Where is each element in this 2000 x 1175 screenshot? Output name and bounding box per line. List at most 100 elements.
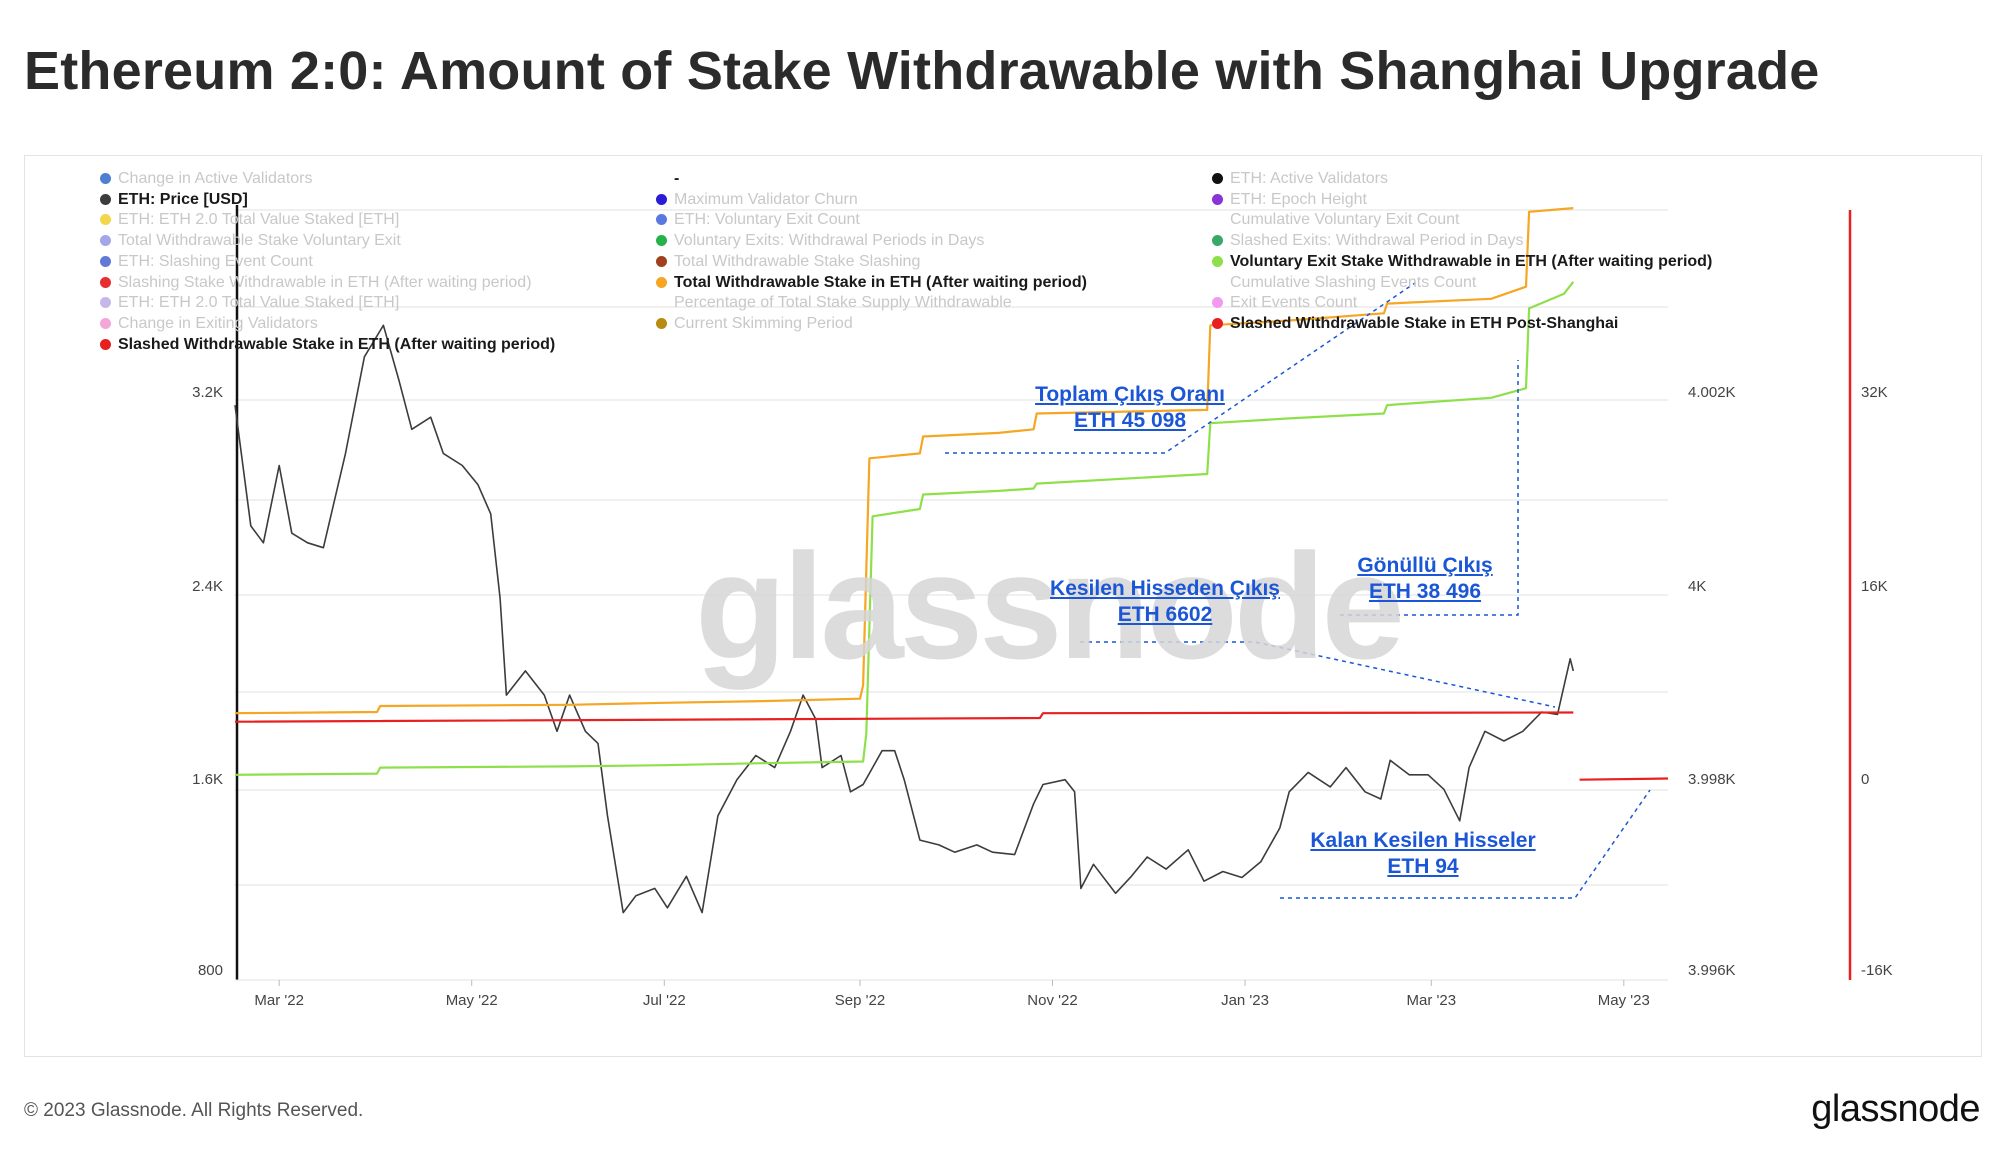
legend-label: Change in Exiting Validators: [118, 314, 318, 332]
legend-color-dot: [1212, 235, 1223, 247]
legend-item[interactable]: ETH: Active Validators: [1212, 170, 1388, 188]
x-tick-label: May '22: [445, 992, 498, 1009]
x-tick-label: Sep '22: [834, 992, 886, 1009]
page-title: Ethereum 2:0: Amount of Stake Withdrawab…: [24, 41, 1820, 101]
x-tick-label: May '23: [1597, 992, 1650, 1009]
legend-color-dot: [1212, 255, 1223, 267]
legend-item[interactable]: Total Withdrawable Stake in ETH (After w…: [656, 274, 1087, 292]
legend-label: ETH: Voluntary Exit Count: [674, 211, 860, 229]
y-tick-label-stake: 3.998K: [1688, 771, 1736, 788]
legend-label: ETH: Price [USD]: [118, 190, 248, 208]
legend-label: Maximum Validator Churn: [674, 190, 858, 208]
annotation-line2: ETH 45 098: [1073, 409, 1187, 432]
legend-item[interactable]: Exit Events Count: [1212, 294, 1357, 312]
legend-color-dot: [656, 214, 667, 226]
legend-item[interactable]: Voluntary Exits: Withdrawal Periods in D…: [656, 232, 984, 250]
annotation-line2: ETH 6602: [1117, 603, 1213, 626]
legend-label: Percentage of Total Stake Supply Withdra…: [674, 294, 1012, 312]
x-tick-label: Mar '23: [1406, 992, 1457, 1009]
legend-color-dot: [656, 276, 667, 288]
legend-item[interactable]: Change in Exiting Validators: [100, 315, 318, 333]
legend-item[interactable]: Cumulative Slashing Events Count: [1212, 274, 1476, 292]
legend-label: -: [674, 170, 680, 187]
legend-label: ETH: Epoch Height: [1230, 190, 1367, 208]
chart-frame: [24, 155, 1982, 1057]
y-tick-label-price: 800: [197, 962, 223, 979]
legend-label: ETH: ETH 2.0 Total Value Staked [ETH]: [118, 211, 400, 229]
legend-color-dot: [100, 235, 111, 247]
legend-label: Voluntary Exit Stake Withdrawable in ETH…: [1230, 252, 1713, 270]
legend-label: Cumulative Slashing Events Count: [1230, 273, 1477, 291]
legend-label: Slashing Stake Withdrawable in ETH (Afte…: [118, 273, 532, 291]
y-tick-label-count: 16K: [1861, 578, 1888, 595]
legend-item[interactable]: Slashed Exits: Withdrawal Period in Days: [1212, 232, 1523, 250]
legend-item[interactable]: Cumulative Voluntary Exit Count: [1212, 211, 1459, 229]
legend-label: Change in Active Validators: [118, 170, 313, 187]
watermark: glassnode: [695, 522, 1405, 690]
legend-item[interactable]: Slashed Withdrawable Stake in ETH Post-S…: [1212, 315, 1618, 333]
legend-color-dot: [656, 235, 667, 247]
legend-label: ETH: Slashing Event Count: [118, 252, 313, 270]
annotation-label: Toplam Çıkış Oranı ETH 45 098: [970, 382, 1290, 434]
series-line-3: [234, 711, 1574, 723]
legend-color-dot: [1212, 193, 1223, 205]
series-line-0: [234, 324, 1575, 914]
annotation-line1: Toplam Çıkış Oranı: [1035, 383, 1225, 406]
annotation-line2: ETH 94: [1387, 855, 1459, 878]
annotation-line1: Gönüllü Çıkış: [1357, 554, 1493, 577]
x-tick-label: Jul '22: [642, 992, 686, 1009]
legend-item[interactable]: Maximum Validator Churn: [656, 191, 858, 209]
legend-item[interactable]: Total Withdrawable Stake Slashing: [656, 253, 920, 271]
legend-color-dot: [100, 338, 111, 350]
legend-item[interactable]: Percentage of Total Stake Supply Withdra…: [656, 294, 1012, 312]
legend-label: Slashed Exits: Withdrawal Period in Days: [1230, 232, 1524, 250]
copyright-text: © 2023 Glassnode. All Rights Reserved.: [24, 1100, 364, 1121]
series-line-2: [234, 281, 1575, 776]
legend-item[interactable]: ETH: Price [USD]: [100, 191, 248, 209]
y-tick-label-stake: 3.996K: [1688, 962, 1736, 979]
legend-label: Voluntary Exits: Withdrawal Periods in D…: [674, 232, 985, 250]
legend-item[interactable]: Change in Active Validators: [100, 170, 312, 188]
legend-item[interactable]: ETH: Voluntary Exit Count: [656, 211, 860, 229]
annotation-label: Kesilen Hisseden Çıkış ETH 6602: [1005, 576, 1325, 628]
y-tick-label-stake: 4K: [1688, 578, 1707, 595]
legend-item[interactable]: Slashed Withdrawable Stake in ETH (After…: [100, 336, 555, 354]
legend-color-dot: [656, 193, 667, 205]
legend-label: Slashed Withdrawable Stake in ETH (After…: [118, 335, 556, 353]
legend-label: Current Skimming Period: [674, 314, 853, 332]
legend-color-dot: [100, 255, 111, 267]
legend-label: Slashed Withdrawable Stake in ETH Post-S…: [1230, 314, 1619, 332]
legend-color-dot: [100, 276, 111, 288]
legend-color-dot: [100, 317, 111, 329]
legend-label: ETH: Active Validators: [1230, 170, 1388, 187]
y-tick-label-count: 0: [1861, 771, 1870, 788]
legend-item[interactable]: Current Skimming Period: [656, 315, 853, 333]
legend-label: ETH: ETH 2.0 Total Value Staked [ETH]: [118, 294, 400, 312]
legend-item[interactable]: ETH: Slashing Event Count: [100, 253, 313, 271]
legend-item[interactable]: ETH: ETH 2.0 Total Value Staked [ETH]: [100, 211, 399, 229]
legend-item[interactable]: Total Withdrawable Stake Voluntary Exit: [100, 232, 401, 250]
legend-color-dot: [1212, 173, 1223, 184]
x-tick-label: Nov '22: [1027, 992, 1078, 1009]
legend-color-dot: [100, 297, 111, 309]
legend-item[interactable]: ETH: ETH 2.0 Total Value Staked [ETH]: [100, 294, 399, 312]
y-tick-label-price: 3.2K: [192, 384, 223, 401]
legend-item[interactable]: ETH: Epoch Height: [1212, 191, 1367, 209]
annotation-leader-0: [945, 282, 1416, 454]
legend-color-dot: [1212, 317, 1223, 329]
legend-color-dot: [656, 255, 667, 267]
series-line-1: [234, 207, 1574, 715]
annotation-label: Gönüllü Çıkış ETH 38 496: [1265, 553, 1585, 605]
legend-color-dot: [100, 173, 111, 184]
legend-color-dot: [656, 317, 667, 329]
y-tick-label-count: -16K: [1861, 962, 1893, 979]
annotation-line1: Kesilen Hisseden Çıkış: [1050, 577, 1280, 600]
legend-item[interactable]: Voluntary Exit Stake Withdrawable in ETH…: [1212, 253, 1712, 271]
y-tick-label-stake: 4.002K: [1688, 384, 1736, 401]
glassnode-logo: glassnode: [1811, 1088, 1980, 1130]
legend-item[interactable]: Slashing Stake Withdrawable in ETH (Afte…: [100, 274, 532, 292]
legend-item[interactable]: -: [656, 170, 679, 188]
legend-label: Exit Events Count: [1230, 294, 1358, 312]
x-tick-label: Jan '23: [1221, 992, 1269, 1009]
